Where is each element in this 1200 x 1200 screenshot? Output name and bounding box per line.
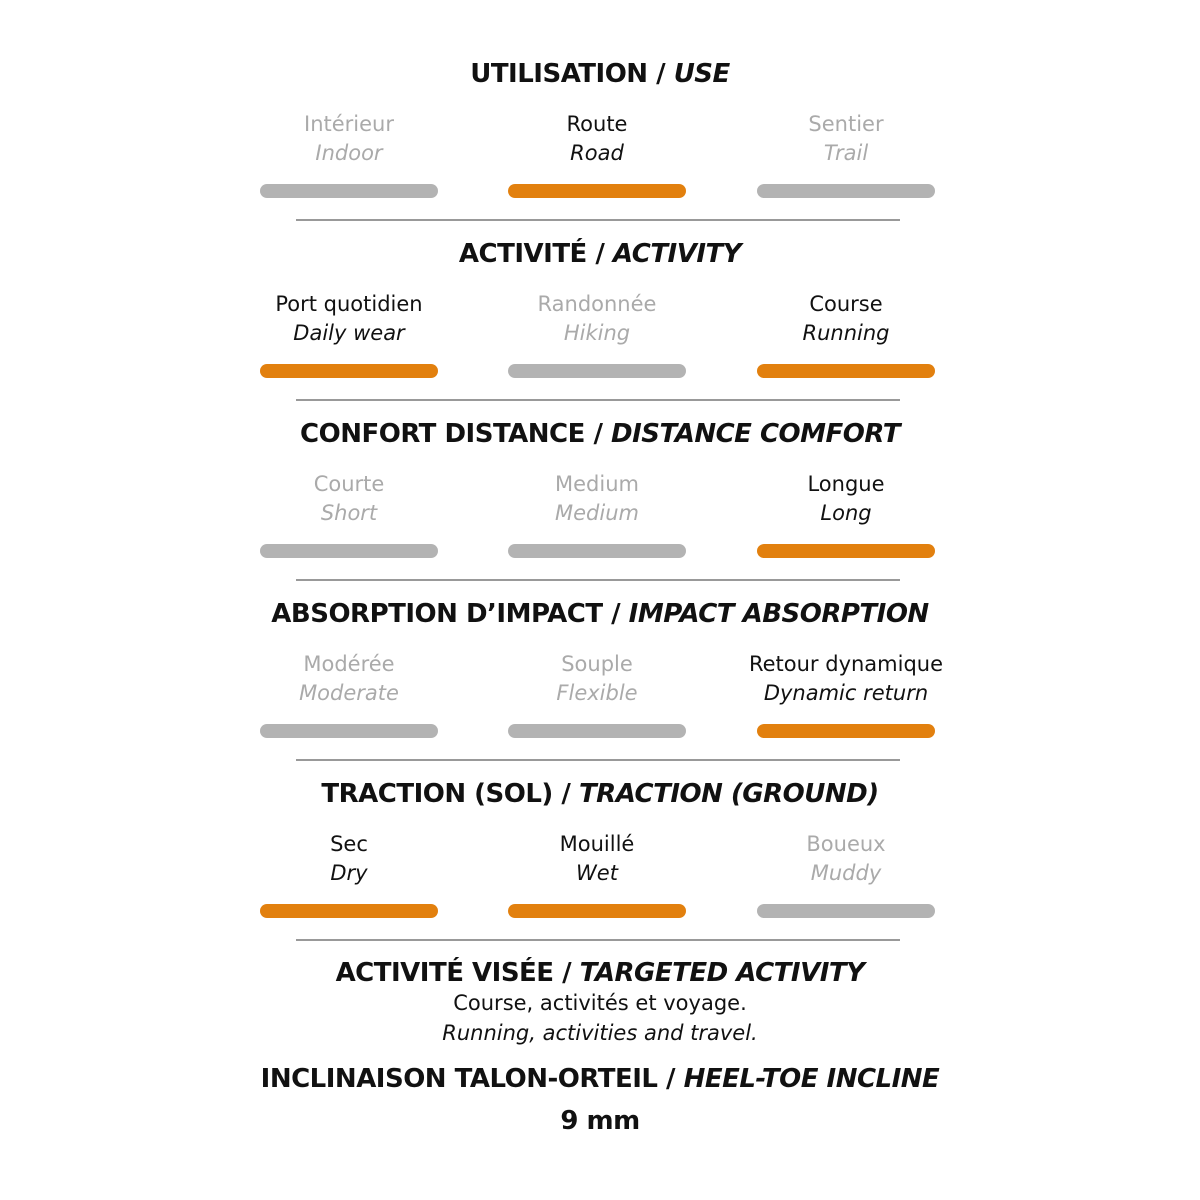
option-label: Souple Flexible bbox=[477, 650, 717, 708]
incline-title: INCLINAISON TALON-ORTEIL / HEEL-TOE INCL… bbox=[260, 1064, 940, 1094]
option-en: Running bbox=[802, 321, 890, 345]
option-en: Long bbox=[820, 501, 872, 525]
option-label: Port quotidien Daily wear bbox=[229, 290, 469, 348]
option-fr: Retour dynamique bbox=[748, 652, 944, 676]
option-fr: Souple bbox=[561, 652, 633, 676]
option-en: Indoor bbox=[315, 141, 383, 165]
option-fr: Courte bbox=[313, 472, 385, 496]
targeted-activity-fr: Course, activités et voyage. bbox=[453, 991, 747, 1015]
section-title: ABSORPTION D’IMPACT / IMPACT ABSORPTION bbox=[271, 599, 929, 629]
section: ACTIVITÉ / ACTIVITY Port quotidien Daily w… bbox=[0, 227, 1200, 407]
option-en: Dry bbox=[330, 861, 368, 885]
divider bbox=[296, 939, 900, 941]
inactive-bar bbox=[508, 724, 686, 738]
option-fr: Course bbox=[809, 292, 883, 316]
active-bar bbox=[757, 724, 935, 738]
option-fr: Intérieur bbox=[304, 112, 394, 136]
option-label: Sentier Trail bbox=[726, 110, 966, 168]
targeted-activity-title: ACTIVITÉ VISÉE / TARGETED ACTIVITY bbox=[335, 958, 865, 988]
incline-value: 9 mm bbox=[560, 1106, 640, 1136]
option-fr: Boueux bbox=[806, 832, 886, 856]
section: UTILISATION / USE Intérieur Indoor Route Roa… bbox=[0, 47, 1200, 227]
option-label: Retour dynamique Dynamic return bbox=[726, 650, 966, 708]
option-label: Mouillé Wet bbox=[477, 830, 717, 888]
inactive-bar bbox=[260, 184, 438, 198]
divider bbox=[296, 219, 900, 221]
option-en: Dynamic return bbox=[763, 681, 929, 705]
option-fr: Longue bbox=[807, 472, 885, 496]
active-bar bbox=[757, 364, 935, 378]
option-fr: Mouillé bbox=[559, 832, 635, 856]
option-fr: Randonnée bbox=[537, 292, 657, 316]
option-en: Wet bbox=[576, 861, 618, 885]
active-bar bbox=[260, 904, 438, 918]
section-title: ACTIVITÉ / ACTIVITY bbox=[458, 239, 742, 269]
option-label: Course Running bbox=[726, 290, 966, 348]
option-label: Intérieur Indoor bbox=[229, 110, 469, 168]
option-en: Road bbox=[570, 141, 624, 165]
option-en: Moderate bbox=[299, 681, 399, 705]
option-label: Sec Dry bbox=[229, 830, 469, 888]
active-bar bbox=[508, 904, 686, 918]
option-label: Randonnée Hiking bbox=[477, 290, 717, 348]
option-en: Trail bbox=[823, 141, 869, 165]
heel-toe-incline: INCLINAISON TALON-ORTEIL / HEEL-TOE INCL… bbox=[0, 1064, 1200, 1136]
targeted-activity: ACTIVITÉ VISÉE / TARGETED ACTIVITY Cours… bbox=[0, 958, 1200, 1048]
option-fr: Sentier bbox=[808, 112, 884, 136]
divider bbox=[296, 759, 900, 761]
option-fr: Medium bbox=[555, 472, 639, 496]
option-en: Medium bbox=[555, 501, 639, 525]
active-bar bbox=[508, 184, 686, 198]
section: TRACTION (SOL) / TRACTION (GROUND) Sec Dry… bbox=[0, 767, 1200, 947]
option-label: Boueux Muddy bbox=[726, 830, 966, 888]
option-fr: Modérée bbox=[303, 652, 395, 676]
inactive-bar bbox=[260, 544, 438, 558]
option-en: Muddy bbox=[810, 861, 882, 885]
divider bbox=[296, 399, 900, 401]
inactive-bar bbox=[508, 364, 686, 378]
inactive-bar bbox=[757, 904, 935, 918]
section-title: CONFORT DISTANCE / DISTANCE COMFORT bbox=[300, 419, 900, 449]
divider bbox=[296, 579, 900, 581]
inactive-bar bbox=[260, 724, 438, 738]
option-fr: Sec bbox=[330, 832, 368, 856]
inactive-bar bbox=[757, 184, 935, 198]
option-en: Flexible bbox=[556, 681, 638, 705]
option-en: Short bbox=[320, 501, 378, 525]
active-bar bbox=[757, 544, 935, 558]
option-en: Hiking bbox=[563, 321, 631, 345]
option-fr: Port quotidien bbox=[275, 292, 423, 316]
option-label: Courte Short bbox=[229, 470, 469, 528]
option-label: Longue Long bbox=[726, 470, 966, 528]
section: CONFORT DISTANCE / DISTANCE COMFORT Court… bbox=[0, 407, 1200, 587]
inactive-bar bbox=[508, 544, 686, 558]
section-title: UTILISATION / USE bbox=[470, 59, 730, 89]
section-title: TRACTION (SOL) / TRACTION (GROUND) bbox=[321, 779, 879, 809]
section: ABSORPTION D’IMPACT / IMPACT ABSORPTION M… bbox=[0, 587, 1200, 767]
option-en: Daily wear bbox=[293, 321, 405, 345]
option-label: Medium Medium bbox=[477, 470, 717, 528]
option-label: Modérée Moderate bbox=[229, 650, 469, 708]
active-bar bbox=[260, 364, 438, 378]
targeted-activity-en: Running, activities and travel. bbox=[442, 1021, 758, 1045]
option-fr: Route bbox=[566, 112, 628, 136]
option-label: Route Road bbox=[477, 110, 717, 168]
